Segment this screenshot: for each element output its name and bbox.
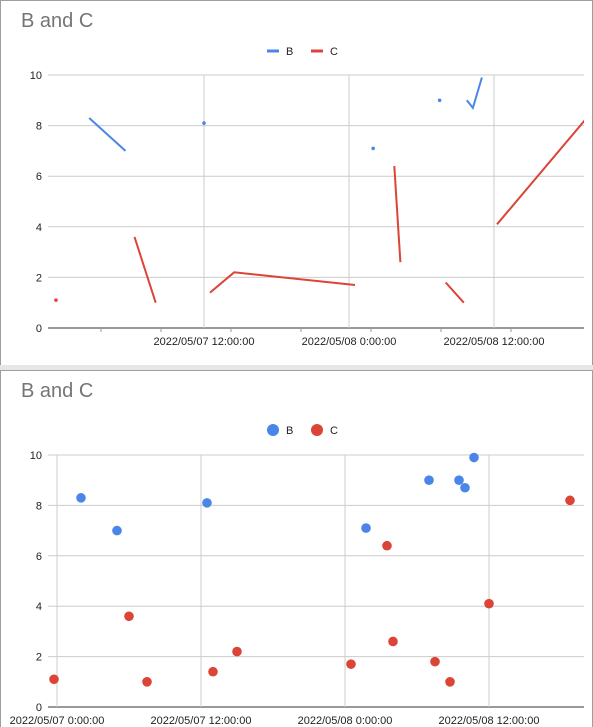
y-tick-label: 8 xyxy=(36,121,42,133)
y-tick-label: 6 xyxy=(36,171,42,183)
series-C-point xyxy=(565,495,575,506)
series-C-segment xyxy=(444,281,465,304)
legend-swatch xyxy=(267,424,279,436)
line-chart-panel: B and C 0 2 4 6 8 10 2022/05/07 12:00:00 2022/0… xyxy=(0,0,593,366)
x-tick-label: 2022/05/08 12:00:00 xyxy=(439,715,540,727)
series-B-point xyxy=(202,121,206,125)
series-C-segment xyxy=(209,271,356,294)
series-B-point xyxy=(469,452,479,463)
series-B-point xyxy=(76,493,86,503)
plot-area xyxy=(49,452,575,687)
series-C-point xyxy=(346,659,356,669)
series-B-point xyxy=(454,475,464,485)
line-chart: 0 2 4 6 8 10 2022/05/07 12:00:00 2022/05/08 0:0… xyxy=(30,46,584,348)
y-tick-label: 0 xyxy=(36,702,42,714)
series-C-segment xyxy=(393,166,402,263)
scatter-chart-panel: B and C 0 2 4 6 8 10 2022/05/07 0:00:00 2022/05… xyxy=(0,370,593,727)
x-tick-label: 2022/05/07 12:00:00 xyxy=(151,715,252,727)
series-B-point xyxy=(460,482,470,493)
series-B-point xyxy=(361,523,371,533)
legend-label: B xyxy=(286,46,293,58)
series-B-point xyxy=(112,525,122,536)
chart-title: B and C xyxy=(21,10,94,32)
x-tick-label: 2022/05/08 0:00:00 xyxy=(302,336,397,348)
x-tick-label: 2022/05/07 12:00:00 xyxy=(154,336,255,348)
legend-swatch xyxy=(311,424,323,436)
scatter-chart: 0 2 4 6 8 10 2022/05/07 0:00:00 2022/05/07 12:0… xyxy=(10,424,584,727)
series-C-point xyxy=(232,646,242,657)
series-C-segment xyxy=(133,236,157,304)
series-B-point xyxy=(202,498,212,508)
y-tick-label: 2 xyxy=(36,652,42,664)
series-C-point xyxy=(54,298,58,302)
y-tick-label: 4 xyxy=(36,601,42,613)
series-C-point xyxy=(208,666,218,677)
y-tick-label: 8 xyxy=(36,500,42,512)
y-tick-label: 10 xyxy=(30,450,42,462)
series-C-point xyxy=(124,611,134,622)
y-tick-label: 10 xyxy=(30,70,42,82)
y-tick-label: 0 xyxy=(36,323,42,335)
series-B-point xyxy=(437,98,442,103)
x-tick-label: 2022/05/07 0:00:00 xyxy=(10,715,105,727)
series-C-point xyxy=(445,677,455,687)
series-B-point xyxy=(424,475,434,485)
series-C-segment xyxy=(496,119,584,225)
series-C-point xyxy=(49,674,59,685)
plot-area xyxy=(54,77,584,304)
series-B-point xyxy=(371,146,375,151)
y-tick-label: 4 xyxy=(36,222,42,234)
legend-label: C xyxy=(330,425,338,437)
series-C-point xyxy=(382,540,392,551)
y-tick-label: 6 xyxy=(36,551,42,563)
x-tick-label: 2022/05/08 12:00:00 xyxy=(444,336,545,348)
x-tick-label: 2022/05/08 0:00:00 xyxy=(298,715,393,727)
chart-title: B and C xyxy=(21,380,94,402)
series-C-point xyxy=(484,598,494,609)
legend-label: B xyxy=(286,425,293,437)
series-B-segment xyxy=(466,77,483,111)
panel-gap xyxy=(0,365,593,370)
series-C-point xyxy=(430,656,440,667)
legend-label: C xyxy=(330,46,338,58)
series-C-point xyxy=(388,636,398,647)
y-tick-label: 2 xyxy=(36,272,42,284)
series-B-segment xyxy=(88,117,127,152)
series-C-point xyxy=(142,677,152,687)
